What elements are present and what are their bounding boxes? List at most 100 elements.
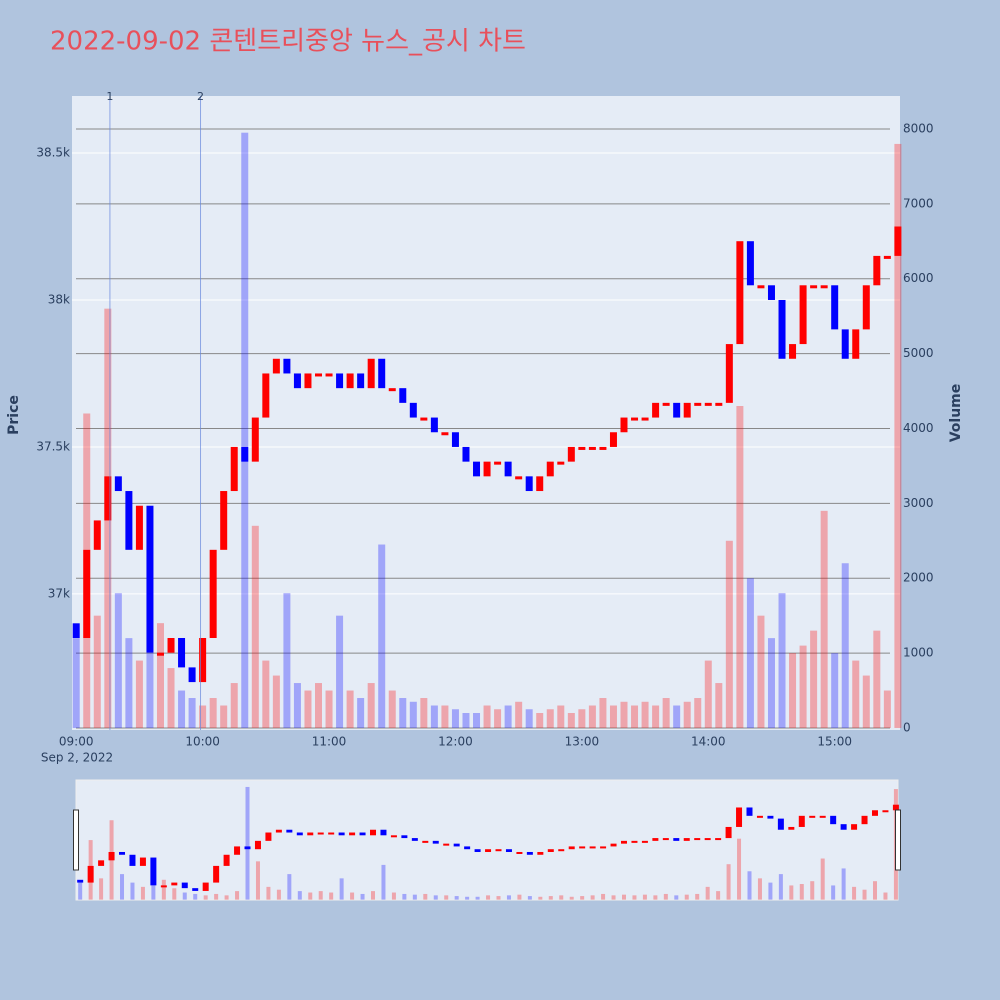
slider-candle: [631, 840, 638, 843]
volume-bar: [567, 713, 575, 728]
candle: [146, 505, 154, 653]
volume-bar: [114, 593, 122, 728]
slider-candle: [756, 815, 763, 818]
volume-bar: [525, 709, 533, 728]
slider-candle: [840, 824, 847, 830]
slider-candle: [819, 815, 826, 818]
volume-bar: [346, 690, 354, 728]
slider-volume: [862, 889, 867, 900]
slider-volume: [193, 893, 198, 900]
candle: [104, 476, 112, 521]
candle: [746, 241, 754, 286]
slider-volume: [78, 882, 83, 900]
candle: [251, 417, 259, 462]
slider-candle: [422, 840, 429, 843]
slider-volume: [486, 895, 491, 900]
slider-candle: [150, 857, 157, 886]
slider-candle: [390, 835, 397, 838]
volume-bar: [620, 701, 628, 728]
slider-candle: [317, 832, 324, 835]
candle: [230, 446, 238, 492]
volume-bar: [388, 690, 396, 728]
slider-volume: [172, 888, 177, 900]
candle: [188, 667, 196, 683]
slider-volume: [506, 895, 511, 900]
slider-volume: [203, 895, 208, 900]
slider-volume: [778, 874, 783, 900]
slider-volume: [381, 864, 386, 900]
slider-candle: [715, 838, 722, 841]
slider-candle: [98, 860, 105, 866]
y2-tick-label: 4000: [903, 421, 934, 435]
slider-candle: [851, 824, 858, 830]
slider-handle[interactable]: [73, 809, 79, 871]
candle: [652, 402, 660, 418]
volume-bar: [209, 698, 217, 728]
slider-volume: [716, 891, 721, 900]
y2-axis-label: Volume: [948, 384, 964, 443]
range-slider[interactable]: [75, 779, 899, 901]
candle: [293, 373, 301, 389]
x-tick-label: 15:00: [817, 735, 852, 749]
candle: [451, 432, 459, 447]
volume-bar: [93, 615, 101, 728]
candle: [736, 241, 744, 345]
y-axis-label: Price: [6, 395, 22, 435]
slider-candle: [516, 851, 523, 854]
slider-candle: [662, 838, 669, 841]
volume-bar: [862, 675, 870, 728]
volume-bar: [746, 578, 754, 728]
candle: [704, 402, 712, 406]
volume-bar: [725, 540, 733, 728]
candle: [420, 417, 428, 421]
volume-bar: [199, 705, 207, 728]
slider-volume: [768, 882, 773, 900]
volume-bar: [72, 638, 80, 728]
slider-volume: [517, 894, 522, 900]
slider-candle: [621, 840, 627, 844]
slider-volume: [674, 895, 679, 900]
candle: [357, 373, 365, 389]
slider-volume: [559, 895, 564, 900]
candle: [873, 255, 881, 286]
slider-volume: [799, 884, 804, 900]
volume-bar: [188, 698, 196, 728]
slider-candle: [767, 815, 774, 819]
candle: [220, 491, 228, 550]
slider-volume: [140, 886, 145, 900]
slider-candle: [505, 849, 512, 852]
candle: [620, 417, 628, 433]
slider-candle: [307, 832, 314, 836]
candle: [673, 402, 681, 418]
slider-volume: [737, 838, 742, 900]
slider-candle: [464, 846, 471, 850]
slider-candle: [202, 882, 209, 891]
volume-bar: [873, 630, 881, 728]
slider-candle: [861, 815, 868, 825]
candle: [536, 476, 544, 492]
slider-candle: [244, 846, 251, 850]
volume-bar: [799, 645, 807, 728]
volume-bar: [451, 709, 459, 728]
slider-candle: [380, 829, 387, 836]
y2-tick-label: 8000: [903, 121, 934, 135]
slider-volume: [339, 878, 344, 900]
slider-handle[interactable]: [895, 809, 901, 871]
slider-candle: [338, 832, 345, 836]
candle: [388, 388, 396, 392]
candle: [304, 373, 312, 389]
slider-volume: [391, 892, 396, 900]
candle: [178, 638, 186, 668]
slider-volume: [329, 892, 334, 900]
candle: [494, 461, 502, 465]
slider-volume: [433, 895, 438, 900]
volume-bar: [852, 660, 860, 728]
candle: [578, 446, 586, 450]
volume-bar: [262, 660, 270, 728]
slider-volume: [632, 895, 637, 900]
slider-candle: [798, 815, 805, 827]
slider-volume: [705, 886, 710, 900]
volume-bar: [272, 675, 280, 728]
volume-bar: [557, 705, 565, 728]
slider-candle: [694, 838, 701, 841]
